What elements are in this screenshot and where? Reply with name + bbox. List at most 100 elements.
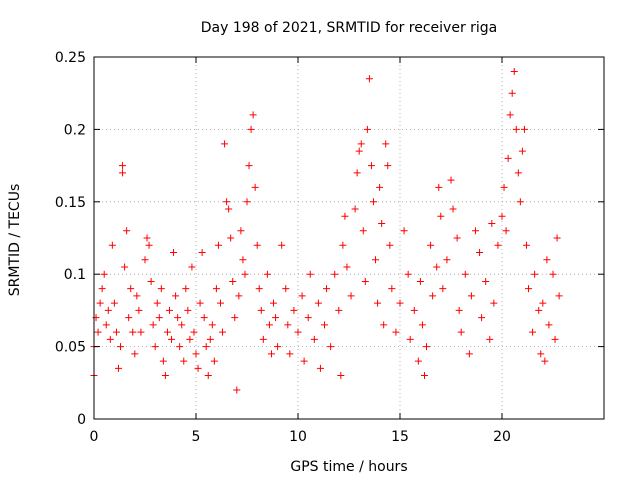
data-point [94,328,102,336]
data-point [512,125,520,133]
data-point [274,343,282,351]
data-point [225,205,233,213]
data-point [520,125,528,133]
data-point [418,321,426,329]
data-point [518,147,526,155]
data-point [539,299,547,307]
axis-tick-labels: 0 5 10 15 20 0 0.05 0.1 0.15 0.2 0.25 [55,50,511,445]
data-point [145,241,153,249]
data-point [259,335,267,343]
data-point [365,75,373,83]
y-tick-label: 0 [77,412,86,428]
data-point [243,198,251,206]
data-point [96,299,104,307]
data-point [314,299,322,307]
data-point [231,314,239,322]
plot-frame [93,56,605,420]
data-point [212,285,220,293]
data-point [143,234,151,242]
data-point [155,314,163,322]
data-point [506,111,514,119]
data-point [321,321,329,329]
data-point [147,277,155,285]
data-point [129,328,137,336]
data-point [482,277,490,285]
data-point [525,285,533,293]
data-point [343,263,351,271]
data-point [433,263,441,271]
data-point [510,67,518,75]
data-point [208,321,216,329]
data-point [257,306,265,314]
data-point [104,306,112,314]
data-point [372,256,380,264]
data-point [282,285,290,293]
y-tick-label: 0.1 [64,267,86,283]
data-point [117,343,125,351]
data-point [216,299,224,307]
data-point [437,212,445,220]
y-tick-label: 0.05 [55,340,86,356]
data-point [300,357,308,365]
data-point [202,343,210,351]
data-point [151,343,159,351]
data-point [384,162,392,170]
data-point [410,306,418,314]
data-point [304,314,312,322]
data-point [188,263,196,271]
data-point [537,350,545,358]
x-tick-label: 20 [493,429,511,445]
data-point [327,343,335,351]
data-point [196,299,204,307]
data-point [316,364,324,372]
data-point [471,227,479,235]
data-point [278,241,286,249]
data-point [157,285,165,293]
data-point [214,241,222,249]
data-point [110,299,118,307]
data-point [531,270,539,278]
data-point [290,306,298,314]
data-point [420,372,428,380]
data-point [351,205,359,213]
data-point [106,335,114,343]
data-point [174,314,182,322]
data-point [331,270,339,278]
data-point [376,183,384,191]
data-point [165,306,173,314]
data-point [235,292,243,300]
data-point [186,335,194,343]
data-point [127,285,135,293]
data-points [90,67,563,394]
data-point [361,277,369,285]
data-point [323,285,331,293]
data-point [553,234,561,242]
data-point [508,89,516,97]
data-point [190,328,198,336]
data-point [137,328,145,336]
data-point [251,183,259,191]
data-point [447,176,455,184]
data-point [272,314,280,322]
data-point [478,314,486,322]
data-point [182,285,190,293]
data-point [223,198,231,206]
data-point [461,270,469,278]
data-point [347,292,355,300]
data-point [516,198,524,206]
data-point [178,321,186,329]
data-point [255,285,263,293]
data-point [294,328,302,336]
data-point [476,248,484,256]
data-point [112,328,120,336]
data-point [219,328,227,336]
data-point [535,306,543,314]
data-point [170,248,178,256]
data-point [504,154,512,162]
data-point [367,162,375,170]
data-point [400,227,408,235]
data-point [382,140,390,148]
data-point [267,350,275,358]
data-point [543,256,551,264]
y-tick-label: 0.15 [55,195,86,211]
